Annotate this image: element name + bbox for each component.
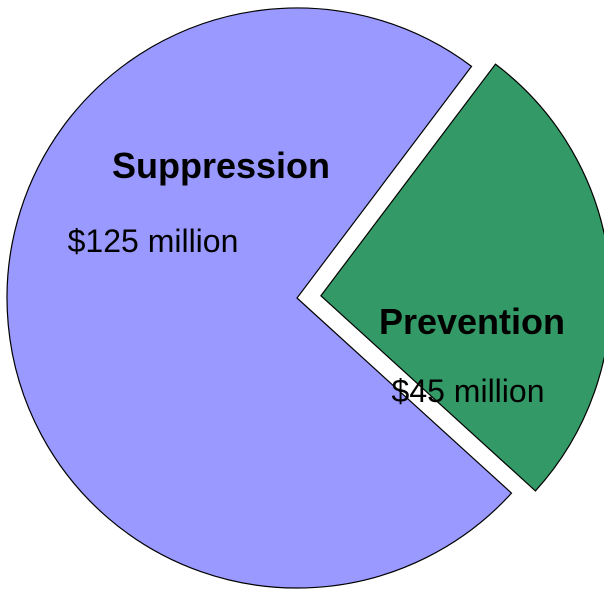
slice-value-prevention: $45 million bbox=[392, 373, 545, 409]
slice-prevention bbox=[320, 63, 604, 492]
slice-suppression bbox=[6, 7, 513, 589]
slice-label-prevention: Prevention bbox=[379, 301, 565, 342]
slice-value-suppression: $125 million bbox=[68, 223, 239, 259]
slice-label-suppression: Suppression bbox=[112, 145, 330, 186]
